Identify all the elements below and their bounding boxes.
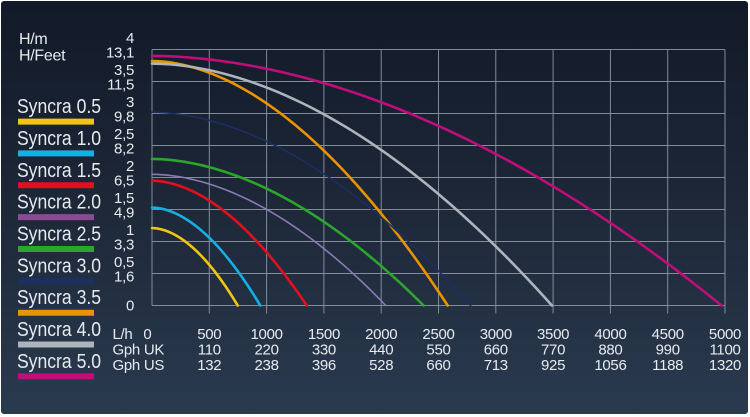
- svg-text:8,2: 8,2: [114, 141, 134, 158]
- svg-text:11,5: 11,5: [107, 77, 134, 94]
- svg-text:925: 925: [541, 357, 565, 374]
- svg-text:Syncra 1.5: Syncra 1.5: [17, 159, 101, 181]
- svg-text:L/h: L/h: [113, 326, 133, 343]
- svg-text:770: 770: [541, 341, 565, 358]
- svg-text:330: 330: [312, 341, 336, 358]
- svg-text:500: 500: [197, 326, 221, 343]
- svg-text:440: 440: [369, 341, 393, 358]
- svg-text:6,5: 6,5: [114, 173, 134, 190]
- svg-text:1100: 1100: [709, 341, 740, 358]
- svg-text:713: 713: [484, 357, 508, 374]
- svg-text:660: 660: [484, 341, 508, 358]
- svg-text:528: 528: [369, 357, 393, 374]
- svg-text:1500: 1500: [308, 326, 340, 343]
- svg-text:132: 132: [197, 357, 221, 374]
- svg-text:9,8: 9,8: [114, 109, 134, 126]
- svg-text:Syncra 0.5: Syncra 0.5: [17, 95, 101, 117]
- svg-text:396: 396: [312, 357, 336, 374]
- svg-text:4500: 4500: [652, 326, 684, 343]
- svg-text:Syncra 2.0: Syncra 2.0: [17, 191, 101, 213]
- svg-text:H/Feet: H/Feet: [19, 48, 66, 65]
- svg-text:1000: 1000: [251, 326, 283, 343]
- svg-text:2500: 2500: [422, 326, 454, 343]
- svg-text:0: 0: [143, 326, 151, 343]
- svg-text:3000: 3000: [480, 326, 512, 343]
- svg-text:Syncra 2.5: Syncra 2.5: [17, 222, 101, 244]
- svg-text:3500: 3500: [537, 326, 569, 343]
- svg-text:3,3: 3,3: [114, 237, 134, 254]
- svg-text:Gph UK: Gph UK: [113, 341, 165, 358]
- svg-text:Syncra 3.0: Syncra 3.0: [17, 254, 101, 276]
- svg-text:990: 990: [656, 341, 680, 358]
- svg-text:1188: 1188: [652, 357, 683, 374]
- svg-text:1,6: 1,6: [114, 269, 134, 286]
- svg-text:220: 220: [255, 341, 279, 358]
- svg-text:Gph US: Gph US: [113, 357, 165, 374]
- svg-text:4000: 4000: [594, 326, 626, 343]
- svg-text:110: 110: [198, 341, 221, 358]
- svg-text:2000: 2000: [365, 326, 397, 343]
- svg-text:13,1: 13,1: [106, 45, 134, 62]
- svg-text:0: 0: [126, 298, 134, 315]
- svg-text:1056: 1056: [594, 357, 626, 374]
- svg-text:H/m: H/m: [19, 31, 47, 48]
- svg-text:4,9: 4,9: [114, 205, 134, 222]
- svg-text:880: 880: [598, 341, 622, 358]
- svg-text:660: 660: [426, 357, 450, 374]
- svg-text:Syncra 4.0: Syncra 4.0: [17, 318, 101, 340]
- svg-text:550: 550: [426, 341, 450, 358]
- svg-text:Syncra 5.0: Syncra 5.0: [17, 350, 101, 372]
- svg-text:Syncra 1.0: Syncra 1.0: [17, 127, 101, 149]
- svg-text:238: 238: [255, 357, 279, 374]
- svg-text:5000: 5000: [709, 326, 741, 343]
- svg-text:Syncra 3.5: Syncra 3.5: [17, 286, 101, 308]
- svg-text:1320: 1320: [709, 357, 741, 374]
